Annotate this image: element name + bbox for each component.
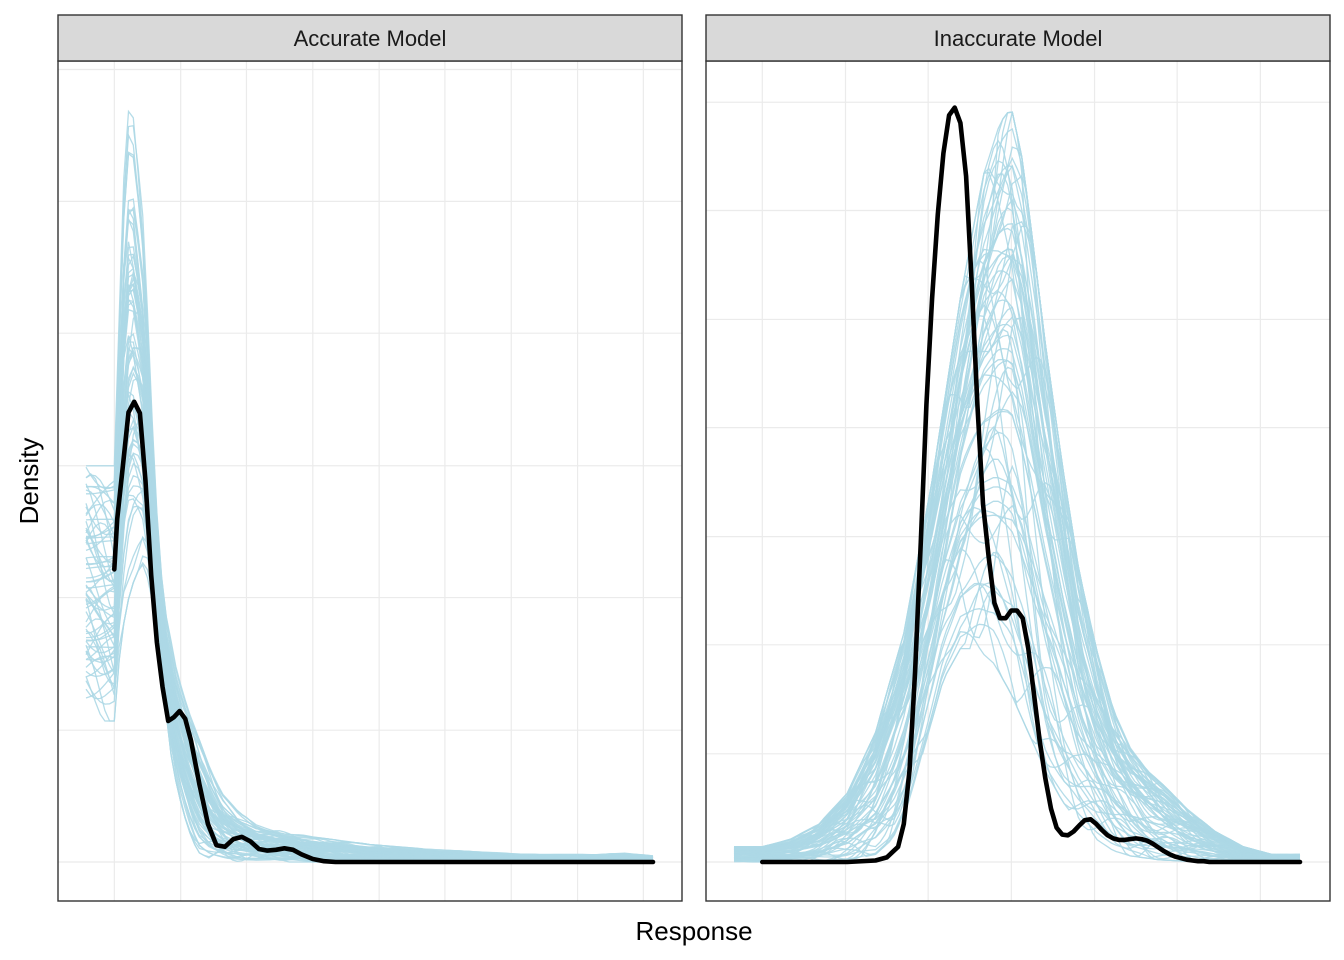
x-axis-title: Response (635, 916, 752, 946)
replicate-line (733, 198, 1300, 857)
panel-accurate: Accurate Model (57, 14, 683, 902)
replicate-band (733, 111, 1301, 863)
replicate-line (733, 290, 1301, 860)
replicate-line (734, 171, 1301, 857)
strip-background (57, 14, 683, 62)
replicate-line (733, 347, 1301, 859)
panel-inaccurate: Inaccurate Model (705, 14, 1331, 902)
y-axis-title: Density (14, 438, 44, 525)
observed-density-line (112, 399, 656, 865)
replicate-line (85, 332, 654, 860)
replicate-line (733, 248, 1301, 857)
replicate-line (733, 504, 1301, 862)
replicate-line (85, 218, 654, 858)
replicate-line (734, 426, 1301, 861)
strip-background (705, 14, 1331, 62)
gridlines (706, 61, 1330, 901)
replicate-line (733, 323, 1301, 859)
observed-series (760, 105, 1303, 865)
observed-density-line (760, 105, 1303, 865)
strip-label: Accurate Model (294, 26, 447, 51)
observed-series (112, 399, 656, 865)
strip-label: Inaccurate Model (934, 26, 1103, 51)
